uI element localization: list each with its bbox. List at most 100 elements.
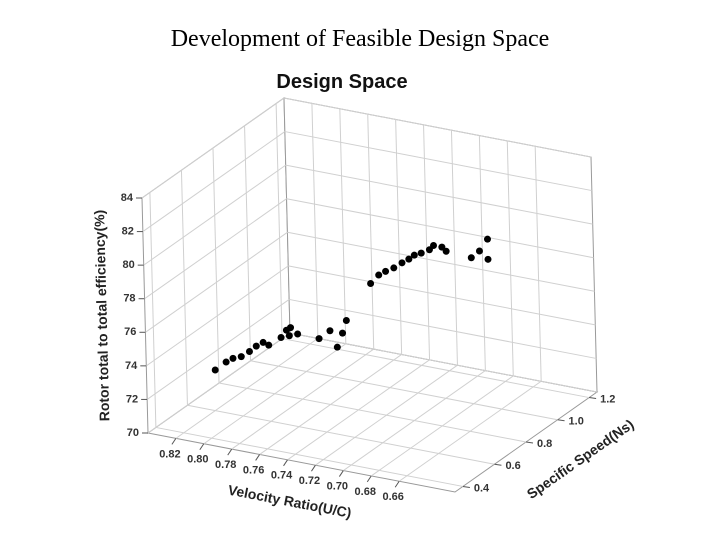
y-tick-label: 0.4 [474, 482, 490, 494]
data-point [333, 343, 341, 351]
z-tick-label: 78 [123, 293, 135, 305]
z-tick-label: 70 [127, 427, 139, 439]
data-point [294, 330, 302, 338]
grid-line [289, 298, 597, 359]
data-point [375, 271, 383, 279]
z-tick-label: 76 [124, 326, 136, 338]
grid-line [311, 103, 319, 339]
x-tick-label: 0.74 [271, 470, 293, 482]
grid-line [142, 131, 286, 232]
z-tick-label: 82 [122, 225, 134, 237]
data-point [252, 342, 260, 350]
tick-mark [462, 485, 470, 488]
grid-line [284, 131, 592, 192]
y-tick-label: 0.8 [537, 438, 552, 450]
tick-mark [589, 397, 597, 400]
grid-line [146, 299, 290, 400]
data-point [342, 317, 350, 325]
x-tick-label: 0.68 [355, 486, 376, 498]
grid-line [143, 164, 287, 266]
grid-line [145, 265, 289, 367]
grid-line [141, 97, 285, 199]
z-tick-label: 72 [126, 393, 138, 405]
data-point [339, 329, 347, 337]
grid-line [145, 231, 288, 333]
data-point [405, 255, 413, 263]
grid-line [450, 130, 458, 366]
tick-mark [255, 454, 261, 461]
grid-line [285, 164, 593, 225]
data-point [467, 254, 475, 262]
data-point [475, 247, 483, 255]
data-point [229, 354, 237, 362]
chart-title: Design Space [276, 71, 407, 93]
grid-line [244, 125, 252, 361]
data-point [410, 251, 418, 259]
data-point [277, 334, 285, 342]
tick-mark [283, 459, 288, 467]
grid-line [275, 103, 283, 339]
data-point [326, 327, 334, 335]
data-point [398, 259, 406, 267]
grid-line [288, 265, 596, 326]
data-point [237, 353, 245, 361]
x-tick-label: 0.66 [382, 491, 403, 503]
tick-mark [525, 441, 534, 444]
data-point [259, 338, 267, 346]
grid-line [287, 231, 595, 292]
data-point [265, 341, 273, 349]
grid-line [339, 108, 347, 344]
x-tick-label: 0.70 [327, 480, 348, 492]
grid-line [187, 404, 495, 465]
grid-line [534, 146, 542, 382]
grid-line [283, 97, 592, 158]
grid-line [180, 170, 188, 406]
page-title: Development of Feasible Design Space [171, 26, 550, 52]
grid-line [218, 382, 527, 443]
tick-mark [227, 448, 233, 456]
data-point [417, 249, 425, 257]
data-point [484, 255, 492, 263]
data-point [483, 235, 491, 243]
data-point [245, 347, 253, 355]
y-tick-label: 0.6 [505, 460, 520, 472]
y-tick-label: 1.0 [569, 416, 584, 428]
tick-mark [494, 463, 502, 466]
grid-line [395, 119, 403, 355]
tick-mark [199, 443, 205, 451]
grid-line [506, 140, 514, 376]
grid-line [478, 135, 486, 371]
grid-line [149, 192, 157, 428]
data-point [442, 247, 450, 255]
z-tick-label: 84 [121, 192, 134, 204]
x-tick-label: 0.82 [159, 448, 180, 460]
grid-line [144, 198, 287, 300]
z-tick-label: 74 [125, 360, 138, 372]
x-tick-label: 0.76 [243, 464, 264, 476]
data-point [367, 280, 375, 288]
z-tick-label: 80 [122, 259, 134, 271]
z-axis-label: Rotor total to total efficiency(%) [91, 210, 112, 422]
data-point [430, 241, 438, 249]
grid-line [250, 360, 558, 421]
grid-line [286, 198, 594, 259]
data-point [390, 264, 398, 272]
data-point [211, 366, 219, 374]
tick-mark [311, 464, 316, 472]
data-point [315, 335, 323, 343]
tick-mark [394, 480, 400, 488]
x-tick-label: 0.80 [187, 454, 208, 466]
tick-mark [557, 419, 565, 422]
tick-mark [366, 475, 372, 483]
grid-line [367, 114, 375, 350]
x-tick-label: 0.72 [299, 475, 320, 487]
x-tick-label: 0.78 [215, 459, 236, 471]
tick-mark [171, 438, 177, 445]
grid-line [282, 338, 590, 399]
grid-line [423, 124, 431, 360]
grid-line [289, 332, 598, 393]
data-point [382, 267, 390, 275]
data-point [287, 324, 295, 332]
